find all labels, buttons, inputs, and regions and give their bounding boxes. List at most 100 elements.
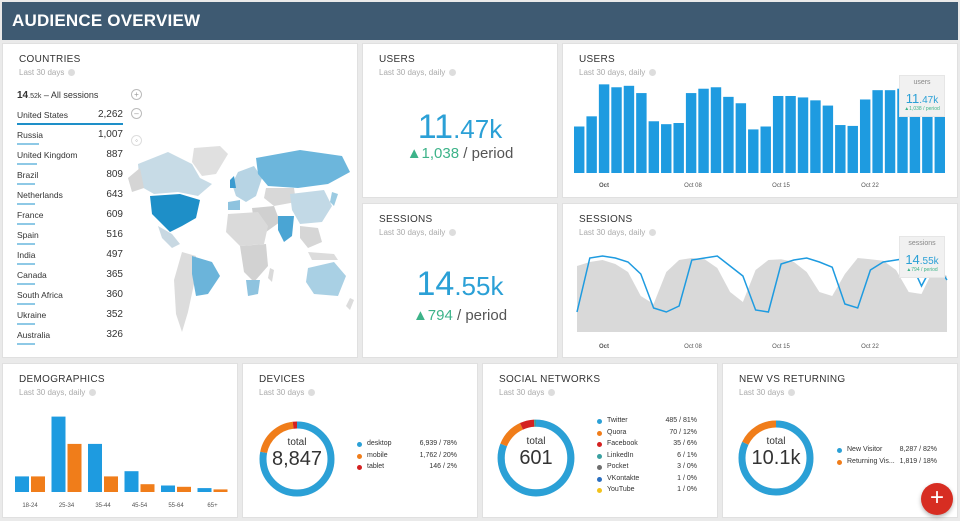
- sessions-summary: 14.52k – All sessions: [17, 90, 99, 101]
- users-bar: [710, 87, 722, 173]
- zoom-out-icon[interactable]: –: [131, 108, 142, 119]
- demographics-bar: [177, 486, 191, 492]
- legend-label: tablet: [367, 463, 385, 470]
- info-icon[interactable]: [548, 389, 556, 396]
- sessions-kpi-subtitle: Last 30 days, daily: [379, 228, 457, 237]
- sessions-line-chart[interactable]: Oct Oct 08 Oct 15 Oct 22: [563, 204, 957, 357]
- users-bar: [822, 105, 834, 173]
- map-australia: [306, 262, 346, 296]
- legend-item[interactable]: New Visitor 8,287 / 82%: [837, 446, 937, 458]
- users-x-label: Oct 22: [861, 183, 879, 189]
- legend-value: 146 / 2%: [429, 463, 457, 470]
- legend-item[interactable]: Pocket 3 / 0%: [597, 463, 697, 475]
- users-bar: [872, 90, 883, 173]
- demographics-x-label: 18-24: [22, 503, 38, 509]
- country-value: 360: [106, 289, 123, 300]
- legend-item[interactable]: mobile 1,762 / 20%: [357, 452, 457, 464]
- legend-dot: [597, 430, 602, 436]
- info-icon[interactable]: [68, 69, 76, 76]
- users-x-label: Oct 15: [772, 183, 790, 189]
- users-chart-subtitle: Last 30 days, daily: [579, 68, 657, 77]
- map-mexico: [158, 226, 180, 248]
- legend-item[interactable]: VKontakte 1 / 0%: [597, 475, 697, 487]
- legend-item[interactable]: tablet 146 / 2%: [357, 463, 457, 475]
- map-greenland: [192, 146, 228, 176]
- legend-item[interactable]: Facebook 35 / 6%: [597, 440, 697, 452]
- country-value: 887: [106, 149, 123, 160]
- country-row[interactable]: Brazil 809: [17, 168, 123, 188]
- info-icon[interactable]: [449, 69, 457, 76]
- country-row[interactable]: United Kingdom 887: [17, 148, 123, 168]
- returning-card: NEW VS RETURNING Last 30 days total 10.1…: [722, 363, 958, 518]
- social-card: SOCIAL NETWORKS Last 30 days total 601 T…: [482, 363, 718, 518]
- returning-donut-chart[interactable]: [736, 418, 816, 498]
- sessions-chart-title: SESSIONS: [579, 214, 633, 225]
- country-share-bar: [17, 203, 35, 205]
- country-value: 2,262: [97, 109, 123, 120]
- info-icon[interactable]: [788, 389, 796, 396]
- country-name: Australia: [17, 330, 51, 340]
- country-row[interactable]: United States 2,262: [17, 108, 123, 128]
- info-icon[interactable]: [649, 69, 657, 76]
- demographics-bar: [161, 485, 175, 492]
- country-list: United States 2,262 Russia 1,007 United King…: [17, 108, 123, 348]
- legend-item[interactable]: Quora 70 / 12%: [597, 429, 697, 441]
- demographics-bar-chart[interactable]: 18-24 25-34 35-44 45-54 55-64 65+: [3, 364, 237, 517]
- map-new-zealand: [346, 298, 354, 310]
- sessions-chart-subtitle: Last 30 days, daily: [579, 228, 657, 237]
- map-south-africa: [246, 280, 260, 296]
- country-row[interactable]: Netherlands 643: [17, 188, 123, 208]
- country-share-bar: [17, 323, 35, 325]
- legend-item[interactable]: Returning Vis... 1,819 / 18%: [837, 458, 937, 470]
- world-map[interactable]: [128, 144, 356, 344]
- devices-donut-chart[interactable]: [257, 419, 337, 499]
- users-bar: [748, 129, 759, 173]
- demographics-x-label: 25-34: [59, 503, 75, 509]
- reset-icon[interactable]: ◦: [131, 135, 142, 146]
- sessions-kpi-change: ▲794 / period: [412, 307, 508, 324]
- users-bar: [685, 93, 697, 173]
- info-icon[interactable]: [308, 389, 316, 396]
- country-row[interactable]: Ukraine 352: [17, 308, 123, 328]
- map-usa: [150, 194, 200, 232]
- map-uk: [230, 176, 236, 188]
- legend-value: 35 / 6%: [673, 440, 697, 447]
- country-share-bar: [17, 283, 35, 285]
- users-kpi-title: USERS: [379, 54, 415, 65]
- sessions-kpi-title: SESSIONS: [379, 214, 433, 225]
- map-alaska: [128, 168, 144, 192]
- legend-dot: [597, 453, 602, 459]
- country-row[interactable]: India 497: [17, 248, 123, 268]
- zoom-in-icon[interactable]: +: [131, 89, 142, 100]
- legend-item[interactable]: LinkedIn 6 / 1%: [597, 452, 697, 464]
- demographics-subtitle: Last 30 days, daily: [19, 388, 97, 397]
- legend-item[interactable]: Twitter 485 / 81%: [597, 417, 697, 429]
- country-row[interactable]: Spain 516: [17, 228, 123, 248]
- legend-dot: [597, 488, 602, 493]
- users-bar: [648, 121, 660, 173]
- social-donut-chart[interactable]: [495, 417, 577, 499]
- legend-label: desktop: [367, 440, 392, 447]
- country-row[interactable]: Canada 365: [17, 268, 123, 288]
- legend-label: New Visitor: [847, 446, 883, 453]
- info-icon[interactable]: [89, 389, 97, 396]
- add-widget-button[interactable]: +: [921, 483, 953, 515]
- country-value: 497: [106, 249, 123, 260]
- users-bar: [797, 97, 809, 173]
- legend-label: Facebook: [607, 440, 638, 447]
- country-row[interactable]: France 609: [17, 208, 123, 228]
- users-bar: [623, 85, 635, 173]
- country-row[interactable]: Russia 1,007: [17, 128, 123, 148]
- users-bar-chart[interactable]: Oct Oct 08 Oct 15 Oct 22: [563, 44, 957, 197]
- country-share-bar: [17, 163, 37, 165]
- map-china: [290, 190, 332, 224]
- country-row[interactable]: Australia 326: [17, 328, 123, 348]
- users-bar: [859, 99, 871, 173]
- info-icon[interactable]: [649, 229, 657, 236]
- legend-value: 70 / 12%: [669, 428, 697, 436]
- country-row[interactable]: South Africa 360: [17, 288, 123, 308]
- info-icon[interactable]: [449, 229, 457, 236]
- sessions-x-label: Oct: [599, 344, 609, 350]
- legend-item[interactable]: desktop 6,939 / 78%: [357, 440, 457, 452]
- legend-item[interactable]: YouTube 1 / 0%: [597, 486, 697, 498]
